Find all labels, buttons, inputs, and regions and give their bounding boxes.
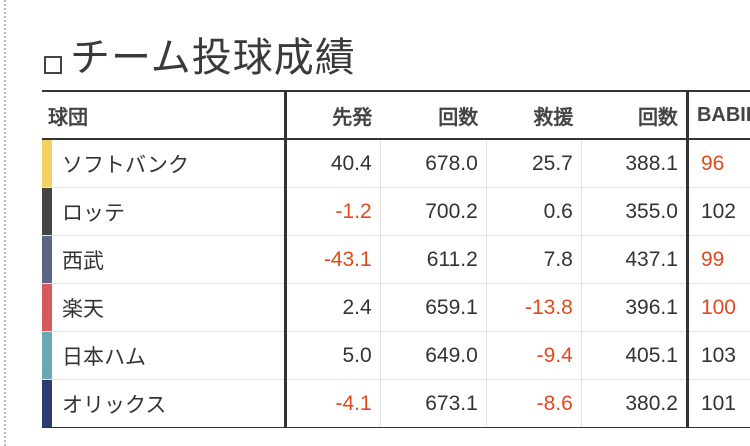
cell-relief: 25.7 xyxy=(486,139,582,188)
team-color-swatch xyxy=(42,380,52,427)
column-header-babip[interactable]: BABIP xyxy=(687,90,750,140)
cell-team: ソフトバンク xyxy=(42,139,287,188)
cell-relief: -13.8 xyxy=(486,283,582,332)
cell-starter: -43.1 xyxy=(285,235,381,284)
team-name: 楽天 xyxy=(62,296,104,321)
table-row: 西武 -43.1 611.2 7.8 437.1 99 xyxy=(42,235,750,284)
table-row: ソフトバンク 40.4 678.0 25.7 388.1 96 xyxy=(42,139,750,188)
cell-relief: -8.6 xyxy=(486,379,582,428)
table-row: 楽天 2.4 659.1 -13.8 396.1 100 xyxy=(42,283,750,332)
stats-table-container: 球団 先発 回数 救援 回数 BABIP ソフトバンク 40.4678.025.7… xyxy=(42,90,750,428)
cell-babip: 103 xyxy=(687,331,750,380)
cell-starter: 40.4 xyxy=(285,139,381,188)
team-color-swatch xyxy=(42,140,52,187)
cell-babip: 99 xyxy=(687,235,750,284)
cell-relief: -9.4 xyxy=(486,331,582,380)
cell-starter-innings: 673.1 xyxy=(380,379,487,428)
cell-team: 日本ハム xyxy=(42,331,287,380)
cell-babip: 101 xyxy=(687,379,750,428)
column-header-starter-innings[interactable]: 回数 xyxy=(380,90,487,140)
checkbox-icon[interactable] xyxy=(44,56,62,74)
team-name: ロッテ xyxy=(62,200,125,225)
team-name: オリックス xyxy=(62,392,167,417)
cell-relief-innings: 437.1 xyxy=(581,235,689,284)
table-row: オリックス -4.1 673.1 -8.6 380.2 101 xyxy=(42,379,750,428)
cell-babip: 102 xyxy=(687,187,750,236)
team-color-swatch xyxy=(42,188,52,235)
cell-relief: 7.8 xyxy=(486,235,582,284)
column-header-relief-innings[interactable]: 回数 xyxy=(581,90,689,140)
cell-starter-innings: 678.0 xyxy=(380,139,487,188)
cell-starter: 5.0 xyxy=(285,331,381,380)
team-color-swatch xyxy=(42,236,52,283)
team-name: 日本ハム xyxy=(62,344,146,369)
cell-babip: 96 xyxy=(687,139,750,188)
cell-starter-innings: 611.2 xyxy=(380,235,487,284)
team-name: ソフトバンク xyxy=(62,152,190,177)
column-header-relief[interactable]: 救援 xyxy=(486,90,582,140)
cell-relief-innings: 388.1 xyxy=(581,139,689,188)
cell-starter: -1.2 xyxy=(285,187,381,236)
team-color-swatch xyxy=(42,284,52,331)
cell-starter-innings: 659.1 xyxy=(380,283,487,332)
cell-relief-innings: 380.2 xyxy=(581,379,689,428)
cell-relief: 0.6 xyxy=(486,187,582,236)
cell-babip: 100 xyxy=(687,283,750,332)
cell-starter-innings: 649.0 xyxy=(380,331,487,380)
cell-team: 楽天 xyxy=(42,283,287,332)
cell-relief-innings: 355.0 xyxy=(581,187,689,236)
title-row: チーム投球成績 xyxy=(44,26,356,82)
team-pitching-table: 球団 先発 回数 救援 回数 BABIP ソフトバンク 40.4678.025.7… xyxy=(42,90,750,428)
cell-relief-innings: 405.1 xyxy=(581,331,689,380)
cell-starter: -4.1 xyxy=(285,379,381,428)
cell-relief-innings: 396.1 xyxy=(581,283,689,332)
column-header-starter[interactable]: 先発 xyxy=(285,90,381,140)
team-name: 西武 xyxy=(62,248,104,273)
team-color-swatch xyxy=(42,332,52,379)
table-header-row: 球団 先発 回数 救援 回数 BABIP xyxy=(42,90,750,140)
table-row: 日本ハム 5.0 649.0 -9.4 405.1 103 xyxy=(42,331,750,380)
table-row: ロッテ -1.2 700.2 0.6 355.0 102 xyxy=(42,187,750,236)
cell-starter: 2.4 xyxy=(285,283,381,332)
cell-starter-innings: 700.2 xyxy=(380,187,487,236)
cell-team: ロッテ xyxy=(42,187,287,236)
column-header-team[interactable]: 球団 xyxy=(42,90,287,140)
cell-team: オリックス xyxy=(42,379,287,428)
cell-team: 西武 xyxy=(42,235,287,284)
page-title: チーム投球成績 xyxy=(70,35,356,81)
dotted-border xyxy=(4,0,6,446)
